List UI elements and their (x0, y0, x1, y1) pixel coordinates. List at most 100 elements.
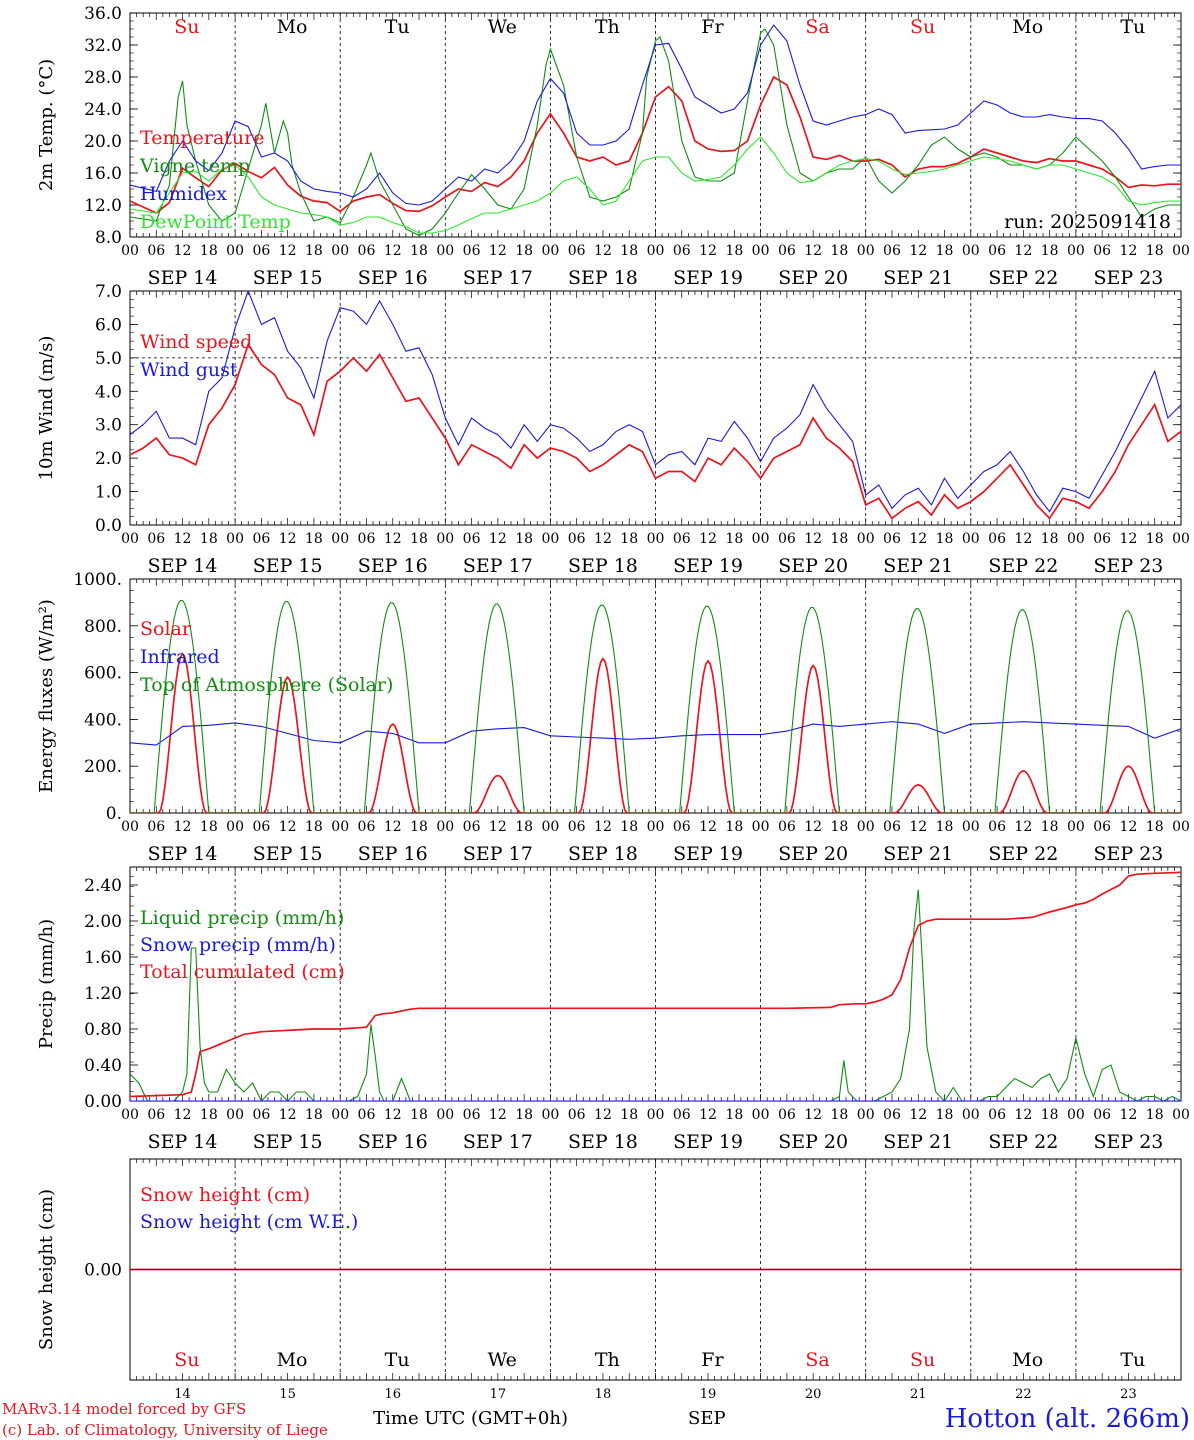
weekday-label: Mo (277, 1349, 308, 1371)
panel-snow: 0.00 Snow height (cm) Su Mo Tu We Th Fr Sa Su Mo Tu… (36, 1158, 1182, 1402)
hour-tick-label: 00 (1172, 819, 1190, 835)
hour-tick-label: 00 (1172, 531, 1190, 547)
y-tick-label: 1.60 (84, 948, 122, 968)
hour-tick-label: 12 (1014, 819, 1032, 835)
hour-tick-label: 00 (1172, 1107, 1190, 1123)
hour-tick-label: 00 (647, 1107, 665, 1123)
hour-tick-label: 12 (384, 531, 402, 547)
hour-tick-label: 18 (200, 243, 218, 259)
panel-energy: 0. 200. 400. 600. 800. 1000. Energy fluxes (W/… (36, 570, 1190, 865)
hour-tick-label: 18 (725, 1107, 743, 1123)
hour-tick-label: 00 (1067, 531, 1085, 547)
y-tick-label: 600. (84, 664, 122, 684)
date-label: SEP 21 (883, 843, 953, 865)
date-label: SEP 21 (883, 1131, 953, 1153)
hour-tick-label: 18 (1041, 1107, 1059, 1123)
hour-tick-label: 06 (1093, 819, 1111, 835)
y-tick-label: 7.0 (95, 282, 122, 302)
y-axis-label: Snow height (cm) (36, 1189, 57, 1350)
weekday-label: Tu (1120, 16, 1145, 38)
series-wind-speed (130, 342, 1181, 520)
date-label: SEP 22 (988, 555, 1058, 577)
hour-tick-label: 00 (121, 531, 139, 547)
hour-tick-label: 06 (568, 1107, 586, 1123)
weekday-label: Mo (1012, 16, 1043, 38)
hour-tick-label: 18 (410, 243, 428, 259)
hour-tick-label: 06 (568, 243, 586, 259)
date-label: SEP 23 (1094, 843, 1164, 865)
hour-tick-label: 12 (489, 243, 507, 259)
series-dewpoint-temp (130, 136, 1181, 234)
y-axis-label: Precip (mm/h) (36, 919, 57, 1049)
y-tick-label: 3.0 (95, 416, 122, 436)
hour-tick-label: 00 (752, 1107, 770, 1123)
y-tick-label: 28.0 (84, 68, 122, 88)
hour-tick-label: 00 (331, 531, 349, 547)
weekday-label: Su (910, 1349, 935, 1371)
hour-tick-label: 00 (226, 1107, 244, 1123)
hour-tick-label: 12 (174, 243, 192, 259)
series-liquid-precip-mm-h (130, 889, 1181, 1101)
hour-tick-label: 00 (752, 243, 770, 259)
y-tick-label: 0.00 (84, 1261, 122, 1281)
date-label: SEP 15 (253, 843, 323, 865)
date-label: SEP 20 (778, 843, 848, 865)
legend-entry: Wind speed (140, 331, 252, 353)
series-total-cumulated-cm (130, 871, 1181, 1098)
model-credit: MARv3.14 model forced by GFS (2, 1400, 246, 1418)
weekday-label: Su (174, 1349, 199, 1371)
hour-tick-label: 18 (200, 819, 218, 835)
date-label: SEP 22 (988, 1131, 1058, 1153)
hour-tick-label: 12 (1120, 819, 1138, 835)
legend-entry: Temperature (140, 127, 264, 149)
date-label: SEP 16 (358, 1131, 428, 1153)
y-tick-label: 200. (84, 757, 122, 777)
date-label: SEP 17 (463, 555, 533, 577)
date-label: SEP 20 (778, 555, 848, 577)
y-tick-label: 1.20 (84, 984, 122, 1004)
hour-tick-label: 18 (200, 1107, 218, 1123)
legend-entry: Total cumulated (cm) (140, 961, 345, 983)
hour-tick-label: 00 (857, 531, 875, 547)
hour-tick-label: 00 (541, 243, 559, 259)
hour-tick-label: 18 (410, 1107, 428, 1123)
hour-tick-label: 00 (1067, 819, 1085, 835)
hour-tick-label: 00 (226, 531, 244, 547)
series-top-of-atmosphere-solar (130, 599, 1181, 813)
hour-tick-label: 18 (936, 1107, 954, 1123)
hour-tick-label: 18 (936, 243, 954, 259)
date-label: SEP 16 (358, 267, 428, 289)
hour-tick-label: 18 (1146, 819, 1164, 835)
y-tick-label: 16.0 (84, 164, 122, 184)
panel-temperature: 8.0 12.0 16.0 20.0 24.0 28.0 32.0 36.0 2m Temp. … (36, 4, 1190, 289)
day-number-label: 17 (490, 1387, 507, 1402)
hour-tick-label: 00 (962, 531, 980, 547)
hour-tick-label: 12 (699, 1107, 717, 1123)
hour-tick-label: 06 (147, 531, 165, 547)
hour-tick-label: 12 (489, 531, 507, 547)
y-tick-label: 4.0 (95, 382, 122, 402)
hour-tick-label: 06 (883, 1107, 901, 1123)
time-axis-label: Time UTC (GMT+0h) (373, 1408, 568, 1429)
y-tick-label: 24.0 (84, 100, 122, 120)
hour-tick-label: 06 (568, 531, 586, 547)
hour-tick-label: 18 (620, 1107, 638, 1123)
y-tick-label: 0. (106, 804, 122, 824)
hour-tick-label: 12 (489, 819, 507, 835)
date-label: SEP 15 (253, 555, 323, 577)
weekday-label: Fr (701, 1349, 724, 1371)
hour-tick-label: 18 (831, 1107, 849, 1123)
hour-tick-label: 12 (1120, 243, 1138, 259)
y-axis-label: 2m Temp. (°C) (36, 59, 57, 191)
hour-tick-label: 12 (384, 243, 402, 259)
y-tick-label: 800. (84, 617, 122, 637)
y-tick-label: 2.0 (95, 449, 122, 469)
hour-tick-label: 00 (647, 531, 665, 547)
hour-tick-label: 06 (883, 531, 901, 547)
hour-tick-label: 18 (515, 1107, 533, 1123)
date-label: SEP 18 (568, 1131, 638, 1153)
panels: 8.0 12.0 16.0 20.0 24.0 28.0 32.0 36.0 2m Temp. … (36, 4, 1190, 1402)
hour-tick-label: 18 (620, 243, 638, 259)
hour-tick-label: 12 (804, 1107, 822, 1123)
